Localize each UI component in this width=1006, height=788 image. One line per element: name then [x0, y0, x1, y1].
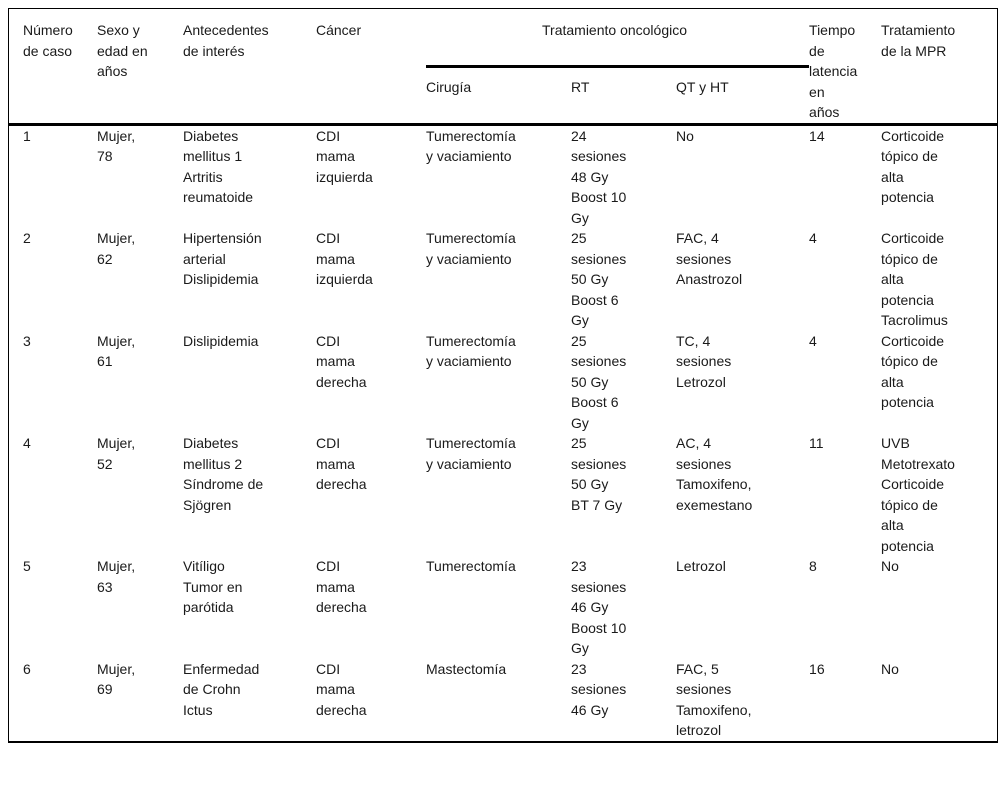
- cell-caso: 5: [23, 558, 31, 574]
- cell-cirugia: Tumerectomía: [426, 558, 516, 574]
- cell-sexo-edad: Mujer, 63: [97, 558, 136, 595]
- cell-sexo-edad: Mujer, 69: [97, 660, 136, 698]
- cell-caso: 6: [23, 660, 31, 677]
- cell-mpr: No: [881, 660, 899, 677]
- column-header-qt-ht: QT y HT: [676, 66, 810, 126]
- column-header-tratamiento-mpr: Tratamiento de la MPR: [881, 9, 998, 126]
- cell-latencia: 4: [809, 230, 817, 246]
- cell-latencia: 14: [809, 127, 825, 144]
- column-header-sexo-edad: Sexo y edad en años: [97, 9, 183, 126]
- cell-mpr: UVB Metotrexato Corticoide tópico de alt…: [881, 435, 955, 554]
- table-row: 3 Mujer, 61 Dislipidemia CDI mama derech…: [9, 331, 997, 434]
- cell-mpr: Corticoide tópico de alta potencia: [881, 127, 945, 206]
- cell-mpr: Corticoide tópico de alta potencia: [881, 332, 945, 411]
- cell-cirugia: Tumerectomía y vaciamiento: [426, 435, 516, 472]
- cell-rt: 23 sesiones 46 Gy Boost 10 Gy: [571, 558, 627, 656]
- cell-rt: 23 sesiones 46 Gy: [571, 660, 627, 718]
- cell-latencia: 11: [809, 435, 824, 451]
- cell-antecedentes: Diabetes mellitus 2 Síndrome de Sjögren: [183, 435, 264, 513]
- cell-cirugia: Tumerectomía y vaciamiento: [426, 332, 516, 370]
- table-row: 4 Mujer, 52 Diabetes mellitus 2 Síndrome…: [9, 433, 997, 556]
- table-row: 5 Mujer, 63 Vitíligo Tumor en parótida C…: [9, 556, 997, 659]
- cell-rt: 24 sesiones 48 Gy Boost 10 Gy: [571, 127, 627, 226]
- cell-cancer: CDI mama izquierda: [316, 230, 373, 287]
- table-row: 6 Mujer, 69 Enfermedad de Crohn Ictus CD…: [9, 659, 997, 741]
- cell-caso: 3: [23, 332, 31, 349]
- cell-mpr: Corticoide tópico de alta potencia Tacro…: [881, 230, 948, 328]
- cell-cirugia: Tumerectomía y vaciamiento: [426, 230, 516, 267]
- cell-antecedentes: Hipertensión arterial Dislipidemia: [183, 230, 262, 287]
- cell-cancer: CDI mama derecha: [316, 660, 367, 718]
- column-header-numero-de-caso: Número de caso: [9, 9, 97, 126]
- cell-qt-ht: No: [676, 127, 694, 144]
- cell-caso: 2: [23, 230, 31, 246]
- cell-rt: 25 sesiones 50 Gy BT 7 Gy: [571, 435, 627, 513]
- column-header-antecedentes: Antecedentes de interés: [183, 9, 316, 126]
- table-header: Número de caso Sexo y edad en años Antec…: [9, 9, 998, 126]
- cell-qt-ht: Letrozol: [676, 558, 726, 574]
- cell-latencia: 4: [809, 332, 817, 349]
- cell-latencia: 16: [809, 660, 825, 677]
- column-header-rt: RT: [571, 66, 676, 126]
- cell-antecedentes: Enfermedad de Crohn Ictus: [183, 660, 260, 718]
- case-table: Número de caso Sexo y edad en años Antec…: [9, 9, 998, 741]
- cell-antecedentes: Vitíligo Tumor en parótida: [183, 558, 243, 615]
- cell-qt-ht: FAC, 5 sesiones Tamoxifeno, letrozol: [676, 660, 752, 739]
- column-header-tiempo-latencia: Tiempo de latencia en años: [809, 9, 882, 126]
- column-header-tratamiento-oncologico: Tratamiento oncológico: [426, 9, 810, 69]
- cell-qt-ht: TC, 4 sesiones Letrozol: [676, 332, 732, 390]
- cell-rt: 25 sesiones 50 Gy Boost 6 Gy: [571, 332, 627, 431]
- table-row: 2 Mujer, 62 Hipertensión arterial Dislip…: [9, 228, 997, 331]
- cell-rt: 25 sesiones 50 Gy Boost 6 Gy: [571, 230, 627, 328]
- header-row-sub: Cirugía RT QT y HT: [9, 66, 997, 126]
- table-body: 1 Mujer, 78 Diabetes mellitus 1 Artritis…: [9, 124, 997, 741]
- case-table-frame: Número de caso Sexo y edad en años Antec…: [8, 8, 998, 743]
- cell-sexo-edad: Mujer, 62: [97, 230, 136, 267]
- cell-caso: 1: [23, 127, 31, 144]
- cell-antecedentes: Dislipidemia: [183, 332, 259, 349]
- cell-mpr: No: [881, 558, 899, 574]
- column-header-cirugia: Cirugía: [426, 66, 571, 126]
- table-row: 1 Mujer, 78 Diabetes mellitus 1 Artritis…: [9, 124, 997, 228]
- cell-cancer: CDI mama derecha: [316, 332, 367, 390]
- cell-antecedentes: Diabetes mellitus 1 Artritis reumatoide: [183, 127, 254, 206]
- cell-cancer: CDI mama izquierda: [316, 127, 373, 185]
- column-header-cancer: Cáncer: [316, 9, 426, 126]
- cell-sexo-edad: Mujer, 52: [97, 435, 136, 472]
- header-row-main: Número de caso Sexo y edad en años Antec…: [9, 9, 998, 126]
- cell-cancer: CDI mama derecha: [316, 435, 367, 492]
- cell-cancer: CDI mama derecha: [316, 558, 367, 615]
- cell-latencia: 8: [809, 558, 817, 574]
- cell-sexo-edad: Mujer, 61: [97, 332, 136, 370]
- cell-qt-ht: FAC, 4 sesiones Anastrozol: [676, 230, 743, 287]
- cell-sexo-edad: Mujer, 78: [97, 127, 136, 165]
- cell-cirugia: Mastectomía: [426, 660, 507, 677]
- cell-cirugia: Tumerectomía y vaciamiento: [426, 127, 516, 165]
- cell-qt-ht: AC, 4 sesiones Tamoxifeno, exemestano: [676, 435, 753, 513]
- cell-caso: 4: [23, 435, 31, 451]
